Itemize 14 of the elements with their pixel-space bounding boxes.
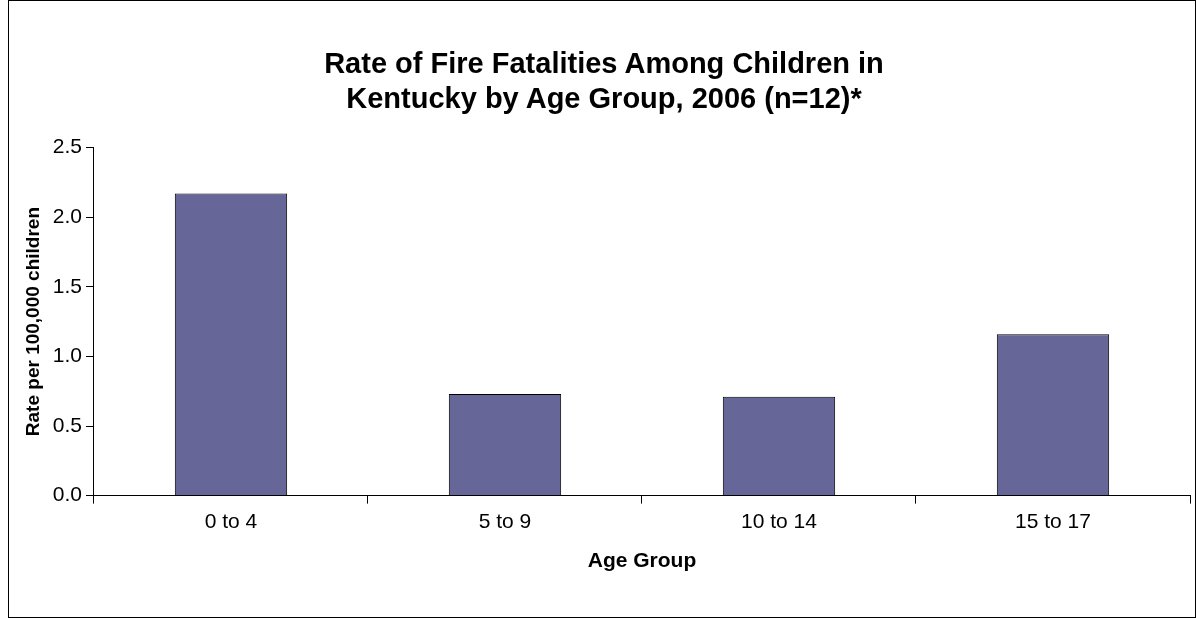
x-tick-label: 15 to 17 (1015, 509, 1091, 532)
text: Kentucky by Age Group, 2006 (n=12)* (346, 82, 862, 115)
y-tick-label: 1.5 (52, 273, 82, 297)
x-tick-label: 5 to 9 (478, 509, 532, 532)
y-tick-label: 2.0 (52, 204, 82, 227)
y-tick-label: 1.0 (52, 343, 82, 367)
y-axis-title: Rate per 100,000 children (21, 207, 43, 437)
x-axis-title: Age Group (587, 548, 697, 572)
y-tick-label: 0.5 (52, 412, 82, 436)
y-tick-label: 2.5 (52, 134, 82, 158)
text: Rate of Fire Fatalities Among Children in (324, 47, 884, 80)
x-tick-label: 0 to 4 (204, 509, 258, 532)
y-tick-label: 0.0 (52, 482, 82, 506)
x-tick-label: 10 to 14 (741, 509, 818, 532)
